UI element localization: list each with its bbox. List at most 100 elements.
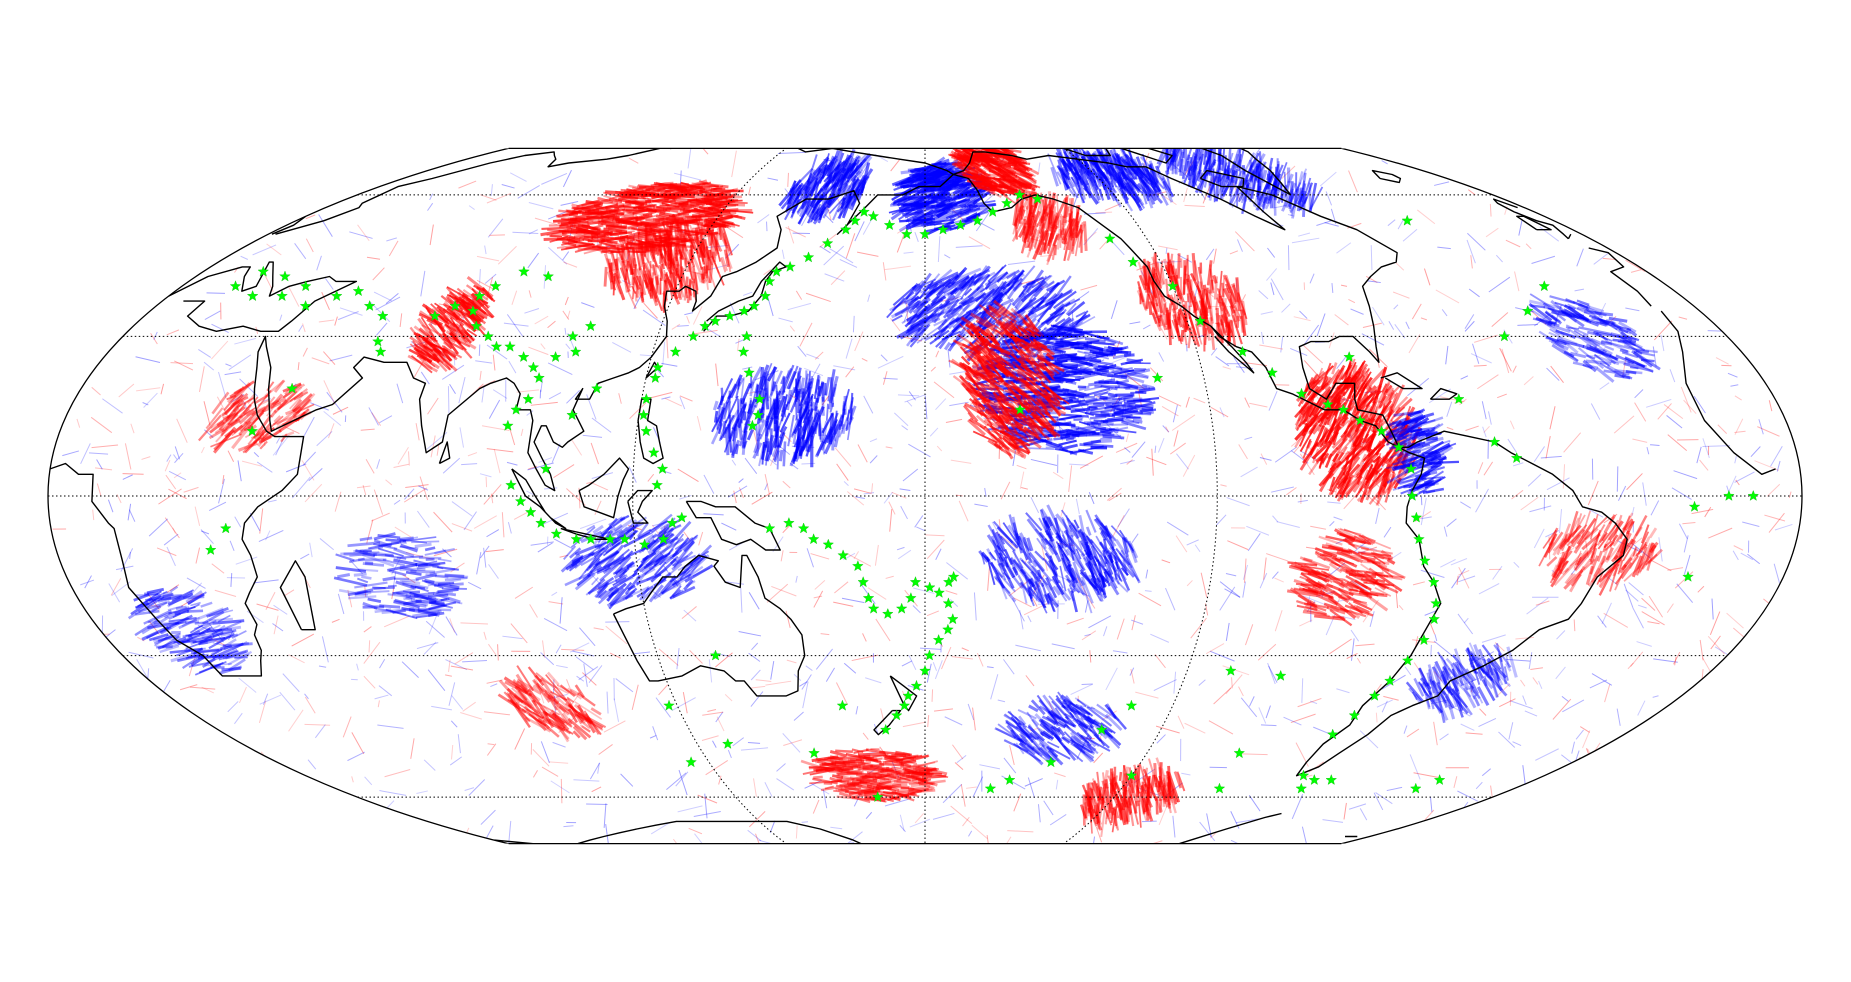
anomaly-streak bbox=[1114, 386, 1131, 389]
anomaly-streak bbox=[979, 764, 1001, 770]
anomaly-streak bbox=[675, 771, 689, 787]
anomaly-streak bbox=[560, 200, 579, 206]
anomaly-streak bbox=[449, 384, 456, 395]
anomaly-streak bbox=[1666, 603, 1674, 613]
anomaly-streak bbox=[1301, 826, 1308, 844]
anomaly-streak bbox=[1699, 459, 1709, 471]
anomaly-streak bbox=[883, 491, 894, 504]
anomaly-streak bbox=[731, 150, 737, 178]
anomaly-streak bbox=[173, 454, 178, 460]
anomaly-streak bbox=[854, 221, 865, 242]
anomaly-streak bbox=[160, 383, 165, 395]
anomaly-streak bbox=[376, 459, 381, 469]
anomaly-streak bbox=[1070, 425, 1080, 430]
anomaly-streak bbox=[1281, 165, 1296, 179]
anomaly-streak bbox=[1108, 492, 1122, 502]
anomaly-streak bbox=[1124, 373, 1146, 390]
anomaly-streak bbox=[993, 148, 1005, 150]
anomaly-streak bbox=[460, 622, 488, 625]
anomaly-streak bbox=[1457, 790, 1479, 802]
anomaly-streak bbox=[1464, 320, 1475, 332]
anomaly-streak bbox=[1697, 585, 1705, 593]
anomaly-streak bbox=[1424, 610, 1437, 616]
anomaly-streak bbox=[1627, 662, 1634, 670]
anomaly-streak bbox=[276, 437, 280, 444]
anomaly-streak bbox=[431, 705, 453, 711]
anomaly-streak bbox=[1492, 565, 1503, 580]
anomaly-streak bbox=[885, 446, 893, 449]
anomaly-streak bbox=[105, 629, 116, 638]
anomaly-streak bbox=[1483, 461, 1494, 476]
anomaly-streak bbox=[363, 641, 381, 664]
anomaly-streak bbox=[1032, 597, 1038, 607]
anomaly-streak bbox=[867, 294, 871, 302]
anomaly-streak bbox=[572, 650, 595, 657]
anomaly-streak bbox=[1266, 553, 1289, 562]
anomaly-streak bbox=[843, 662, 857, 674]
anomaly-streak bbox=[1533, 446, 1545, 463]
anomaly-streak bbox=[497, 644, 499, 661]
anomaly-streak bbox=[1222, 665, 1250, 676]
anomaly-streak bbox=[1229, 285, 1234, 300]
anomaly-streak bbox=[1599, 382, 1610, 390]
anomaly-streak bbox=[363, 626, 372, 633]
anomaly-streak bbox=[235, 556, 258, 565]
anomaly-streak bbox=[1091, 836, 1096, 844]
anomaly-streak bbox=[1138, 387, 1156, 393]
anomaly-streak bbox=[785, 226, 806, 238]
anomaly-streak bbox=[351, 732, 365, 755]
anomaly-streak bbox=[1671, 487, 1692, 500]
anomaly-streak bbox=[1546, 477, 1570, 491]
anomaly-streak bbox=[272, 623, 284, 632]
anomaly-streak bbox=[1008, 579, 1031, 597]
anomaly-streak bbox=[669, 208, 679, 213]
anomaly-streak bbox=[782, 733, 801, 753]
anomaly-streak bbox=[510, 623, 528, 644]
anomaly-streak bbox=[1397, 218, 1405, 230]
anomaly-streak bbox=[615, 678, 634, 693]
anomaly-streak bbox=[1242, 581, 1246, 598]
anomaly-streak bbox=[1463, 801, 1469, 808]
anomaly-streak bbox=[1495, 683, 1511, 698]
anomaly-streak bbox=[1081, 683, 1093, 685]
anomaly-streak bbox=[1646, 446, 1650, 455]
anomaly-streak bbox=[1007, 188, 1018, 193]
anomaly-streak bbox=[308, 468, 323, 482]
anomaly-streak bbox=[556, 664, 568, 669]
anomaly-streak bbox=[480, 809, 496, 825]
anomaly-streak bbox=[986, 666, 994, 669]
anomaly-streak bbox=[1394, 324, 1406, 339]
anomaly-streak bbox=[1509, 420, 1515, 430]
anomaly-streak bbox=[1499, 698, 1516, 708]
anomaly-streak bbox=[1375, 792, 1393, 805]
anomaly-streak bbox=[1511, 489, 1524, 500]
anomaly-streak bbox=[1095, 826, 1103, 843]
anomaly-streak bbox=[703, 148, 709, 155]
anomaly-streak bbox=[855, 706, 859, 715]
anomaly-streak bbox=[1758, 419, 1764, 435]
anomaly-streak bbox=[1481, 634, 1506, 643]
anomaly-streak bbox=[1652, 695, 1659, 698]
anomaly-streak bbox=[1001, 775, 1026, 790]
anomaly-streak bbox=[1234, 231, 1255, 252]
anomaly-streak bbox=[853, 551, 859, 560]
anomaly-streak bbox=[830, 826, 843, 830]
anomaly-streak bbox=[1529, 505, 1552, 513]
anomaly-streak bbox=[377, 724, 404, 729]
anomaly-streak bbox=[399, 313, 403, 328]
anomaly-streak bbox=[748, 592, 760, 610]
anomaly-streak bbox=[201, 446, 205, 454]
anomaly-streak bbox=[143, 392, 158, 408]
anomaly-streak bbox=[1263, 557, 1267, 580]
anomaly-streak bbox=[1641, 611, 1665, 626]
anomaly-streak bbox=[1058, 439, 1077, 446]
anomaly-streak bbox=[748, 186, 751, 196]
anomaly-streak bbox=[1274, 610, 1283, 632]
anomaly-streak bbox=[902, 721, 926, 728]
anomaly-streak bbox=[1062, 228, 1068, 245]
anomaly-streak bbox=[676, 648, 680, 670]
anomaly-streak bbox=[1634, 537, 1643, 545]
anomaly-streak bbox=[715, 363, 719, 387]
anomaly-streak bbox=[189, 686, 216, 690]
anomaly-streak bbox=[1334, 314, 1349, 326]
